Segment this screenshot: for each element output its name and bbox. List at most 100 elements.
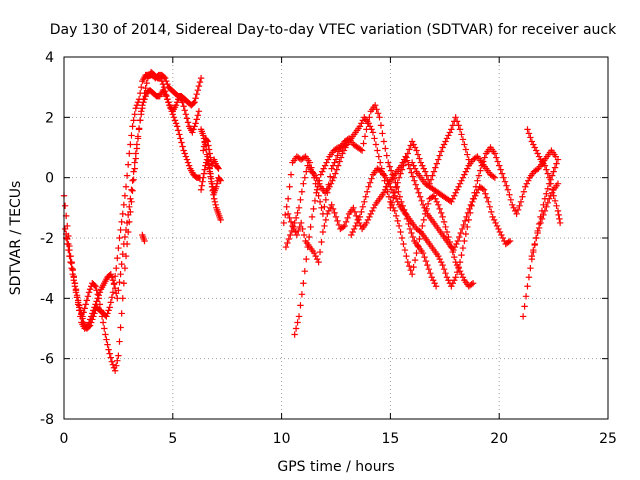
data-point — [403, 154, 410, 161]
data-point — [329, 205, 337, 213]
data-point — [369, 129, 377, 136]
data-point — [205, 146, 213, 153]
data-point — [459, 274, 467, 281]
data-point — [334, 162, 342, 169]
data-point — [527, 134, 534, 141]
data-point — [282, 243, 290, 251]
data-point — [419, 162, 426, 169]
data-point — [356, 123, 364, 130]
data-point — [76, 304, 83, 311]
data-point — [115, 352, 122, 359]
data-point — [448, 126, 455, 133]
data-point — [130, 176, 137, 183]
data-point — [435, 252, 442, 260]
data-point — [102, 331, 109, 338]
data-point — [197, 186, 205, 193]
data-point — [138, 108, 145, 115]
data-point — [119, 210, 126, 218]
x-tick-label: 15 — [381, 431, 399, 447]
data-point — [326, 183, 333, 190]
data-point — [464, 223, 471, 231]
y-axis-label: SDTVAR / TECUs — [8, 181, 24, 296]
data-point — [388, 186, 396, 193]
data-point — [116, 234, 123, 242]
data-point — [362, 193, 369, 200]
data-point — [556, 215, 563, 223]
data-point — [301, 267, 309, 275]
data-point — [553, 160, 560, 167]
data-point — [461, 171, 468, 178]
data-point — [313, 186, 321, 193]
data-point — [65, 246, 72, 254]
data-point — [132, 155, 140, 162]
data-point — [133, 145, 141, 152]
data-point — [351, 208, 359, 216]
data-point — [449, 122, 456, 129]
data-point — [116, 279, 123, 286]
data-point — [415, 189, 422, 196]
data-point — [371, 102, 379, 109]
data-point — [411, 165, 419, 172]
data-point — [440, 141, 448, 148]
data-point — [358, 120, 365, 127]
data-point — [158, 77, 166, 85]
data-point — [348, 231, 355, 239]
data-point — [404, 150, 412, 157]
data-point — [198, 182, 206, 189]
data-point — [111, 367, 119, 374]
data-point — [98, 313, 106, 320]
data-point — [192, 95, 199, 102]
data-point — [68, 264, 75, 272]
data-point — [359, 203, 367, 211]
data-point — [111, 285, 119, 292]
data-point — [197, 74, 205, 82]
data-point — [322, 196, 330, 203]
data-point — [214, 164, 221, 171]
data-point — [312, 252, 319, 260]
data-point — [393, 183, 401, 190]
data-point — [190, 126, 197, 133]
data-point — [464, 151, 471, 158]
data-point — [143, 79, 150, 87]
data-point — [331, 159, 338, 166]
data-point — [86, 316, 94, 323]
data-point — [465, 216, 472, 224]
data-point — [411, 144, 419, 151]
data-point — [528, 252, 536, 260]
x-tick-label: 0 — [60, 431, 69, 447]
data-point — [299, 225, 306, 233]
data-point — [280, 219, 287, 227]
data-point — [131, 111, 138, 118]
data-point — [524, 283, 531, 290]
data-point — [369, 207, 376, 215]
data-point — [325, 207, 332, 215]
data-point — [439, 213, 446, 221]
data-point — [126, 218, 133, 226]
data-point — [453, 118, 461, 125]
data-point — [335, 221, 343, 229]
data-point — [423, 172, 430, 179]
data-point — [194, 112, 202, 119]
data-point — [554, 156, 562, 163]
data-point — [455, 263, 462, 271]
data-point — [368, 175, 375, 182]
data-point — [74, 299, 82, 306]
data-point — [386, 163, 393, 170]
data-point — [215, 165, 222, 172]
data-point — [282, 211, 289, 219]
data-point — [534, 150, 541, 157]
data-point — [316, 177, 323, 184]
data-point — [498, 170, 506, 177]
data-point — [524, 126, 531, 133]
data-point — [501, 178, 509, 185]
series-arc-6 — [200, 135, 222, 172]
data-point — [543, 190, 550, 197]
data-point — [511, 207, 519, 215]
data-point — [130, 117, 137, 124]
data-point — [383, 152, 390, 159]
data-point — [179, 143, 186, 150]
data-point — [436, 205, 443, 213]
data-point — [108, 294, 116, 301]
data-point — [497, 166, 504, 173]
